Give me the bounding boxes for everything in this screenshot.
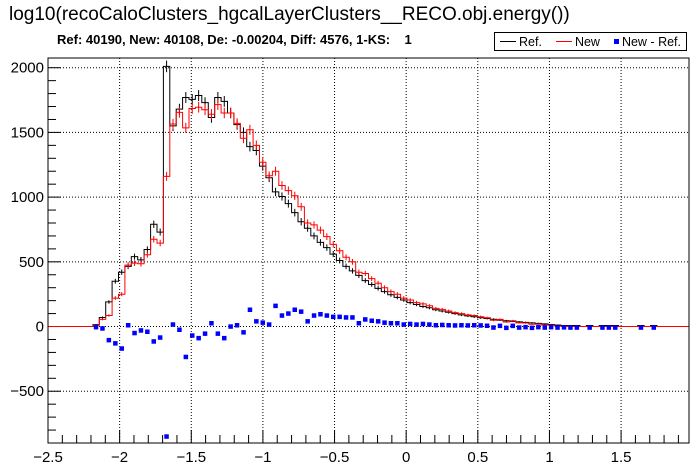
legend-item-diff: New - Ref. [613,34,681,49]
svg-text:1000: 1000 [11,189,44,206]
legend-label-ref: Ref. [519,34,542,49]
svg-text:1500: 1500 [11,124,44,141]
ref-histogram [48,60,689,327]
legend: Ref. New New - Ref. [494,32,687,51]
svg-text:2000: 2000 [11,60,44,77]
legend-label-diff: New - Ref. [621,34,681,49]
svg-text:−1.5: −1.5 [176,449,206,466]
page-title: log10(recoCaloClusters_hgcalLayerCluster… [9,4,570,25]
ref-line-icon [500,41,516,42]
legend-label-new: New [574,34,600,49]
new-line-icon [555,41,572,42]
svg-text:−2: −2 [111,449,128,466]
stats-line: Ref: 40190, New: 40108, De: -0.00204, Di… [57,32,412,47]
x-axis-labels: −2.5 −2 −1.5 −1 −0.5 0 0.5 1 1.5 [33,449,631,466]
svg-text:−2.5: −2.5 [33,449,63,466]
svg-text:0: 0 [36,319,44,336]
axis-ticks [47,67,679,444]
svg-text:−1: −1 [254,449,271,466]
diff-scatter [93,303,656,439]
svg-text:1.5: 1.5 [611,449,632,466]
plot-frame [47,57,690,444]
svg-text:−500: −500 [10,383,44,400]
legend-item-new: New [555,34,600,49]
diff-square-icon [613,39,619,44]
legend-item-ref: Ref. [500,35,542,49]
y-axis-labels: 2000 1500 1000 500 0 −500 [10,60,44,401]
svg-text:0.5: 0.5 [467,449,488,466]
svg-text:−0.5: −0.5 [320,449,350,466]
svg-text:1: 1 [545,449,553,466]
svg-text:500: 500 [19,254,44,271]
new-histogram [48,99,689,327]
svg-text:0: 0 [402,449,410,466]
